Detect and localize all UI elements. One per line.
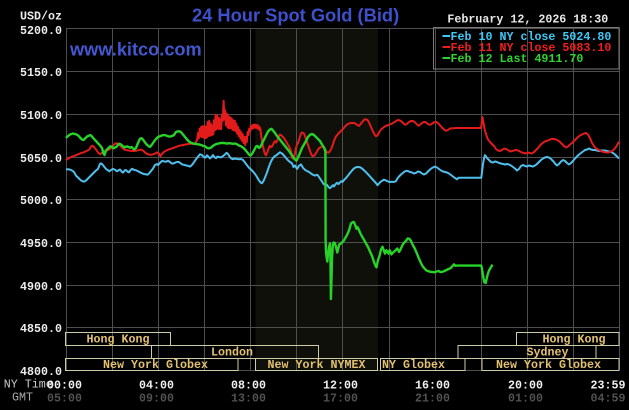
- svg-text:Feb 11 NY close 5083.10: Feb 11 NY close 5083.10: [451, 41, 612, 55]
- svg-text:5200.0: 5200.0: [20, 24, 62, 38]
- svg-text:12:00: 12:00: [323, 379, 358, 393]
- svg-text:4900.0: 4900.0: [20, 280, 62, 294]
- svg-text:20:00: 20:00: [508, 379, 543, 393]
- svg-text:NY Time: NY Time: [4, 378, 53, 392]
- svg-text:New York NYMEX: New York NYMEX: [268, 358, 366, 372]
- svg-text:21:00: 21:00: [415, 392, 450, 406]
- svg-text:5000.0: 5000.0: [20, 194, 62, 208]
- svg-text:04:59: 04:59: [591, 392, 626, 406]
- svg-text:Feb 12 Last 4911.70: Feb 12 Last 4911.70: [451, 52, 584, 66]
- svg-text:USD/oz: USD/oz: [20, 9, 62, 23]
- svg-text:February 12, 2026 18:30: February 12, 2026 18:30: [447, 12, 608, 26]
- svg-text:5100.0: 5100.0: [20, 109, 62, 123]
- svg-text:09:00: 09:00: [139, 392, 174, 406]
- svg-text:16:00: 16:00: [415, 379, 450, 393]
- svg-text:Hong Kong: Hong Kong: [87, 332, 150, 346]
- svg-text:01:00: 01:00: [508, 392, 543, 406]
- svg-text:08:00: 08:00: [231, 379, 266, 393]
- svg-text:23:59: 23:59: [591, 379, 626, 393]
- svg-text:Hong Kong: Hong Kong: [543, 332, 606, 346]
- svg-text:London: London: [211, 345, 253, 359]
- svg-text:4950.0: 4950.0: [20, 237, 62, 251]
- svg-text:New York Globex: New York Globex: [103, 358, 208, 372]
- svg-text:4800.0: 4800.0: [20, 365, 62, 379]
- svg-text:24 Hour Spot Gold (Bid): 24 Hour Spot Gold (Bid): [192, 5, 399, 26]
- svg-text:17:00: 17:00: [323, 392, 358, 406]
- svg-text:05:00: 05:00: [47, 392, 82, 406]
- svg-text:GMT: GMT: [12, 390, 33, 404]
- svg-text:New York Globex: New York Globex: [496, 358, 601, 372]
- svg-text:5050.0: 5050.0: [20, 152, 62, 166]
- svg-text:13:00: 13:00: [231, 392, 266, 406]
- svg-text:Feb 10 NY close 5024.80: Feb 10 NY close 5024.80: [451, 30, 612, 44]
- svg-text:Sydney: Sydney: [527, 345, 569, 359]
- svg-text:00:00: 00:00: [47, 379, 82, 393]
- svg-text:04:00: 04:00: [139, 379, 174, 393]
- svg-text:4850.0: 4850.0: [20, 322, 62, 336]
- svg-text:www.kitco.com: www.kitco.com: [69, 40, 202, 60]
- svg-text:NY Globex: NY Globex: [382, 358, 445, 372]
- svg-text:5150.0: 5150.0: [20, 66, 62, 80]
